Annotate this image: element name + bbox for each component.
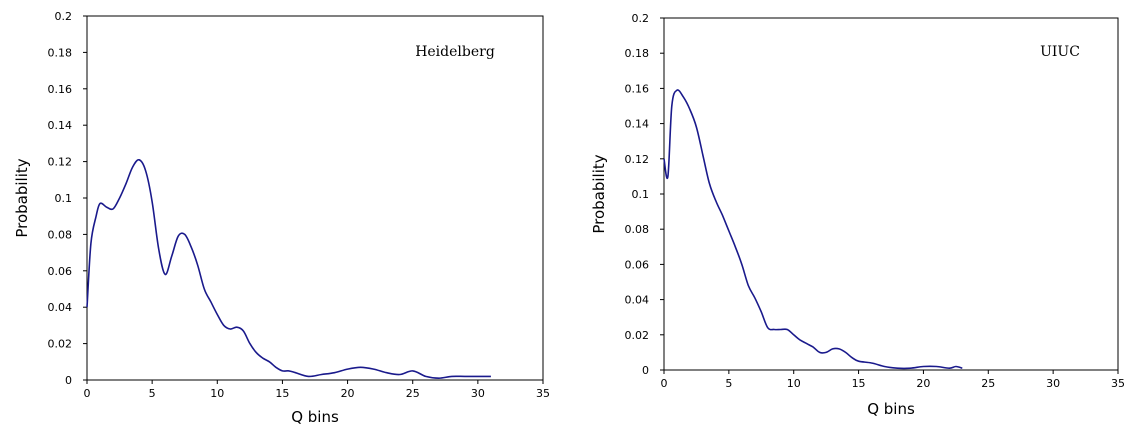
chart-panel-1: 0 5 10 15 20 25 30 35 0 0.02 0.04 0.06 0.08 0.1 0.12 0.… (13, 10, 550, 426)
y-tick-label: 0.06 (625, 258, 650, 271)
y-tick-label: 0.2 (55, 10, 73, 23)
y-tick-label: 0 (65, 374, 72, 387)
y-axis-label: Probability (13, 158, 31, 237)
x-tick-label: 30 (471, 387, 485, 400)
x-tick-label: 0 (661, 377, 668, 390)
panel-annotation: UIUC (1040, 44, 1080, 60)
series-line (86, 158, 491, 380)
x-tick-label: 5 (149, 387, 156, 400)
y-tick-label: 0.18 (48, 46, 73, 59)
y-tick-label: 0.04 (625, 294, 650, 307)
x-tick-label: 20 (341, 387, 355, 400)
y-tick-label: 0.04 (48, 301, 73, 314)
panel-annotation: Heidelberg (415, 44, 495, 60)
x-axis-label: Q bins (867, 400, 915, 418)
y-tick-label: 0.16 (48, 83, 73, 96)
x-tick-label: 25 (406, 387, 420, 400)
y-tick-label: 0.1 (632, 188, 650, 201)
x-tick-label: 10 (787, 377, 801, 390)
y-tick-label: 0.18 (625, 47, 650, 60)
x-tick-label: 5 (725, 377, 732, 390)
x-tick-label: 15 (275, 387, 289, 400)
x-tick-label: 15 (852, 377, 866, 390)
y-tick-label: 0.08 (48, 228, 73, 241)
x-tick-label: 25 (981, 377, 995, 390)
y-tick-label: 0.02 (625, 329, 650, 342)
plot-frame (86, 15, 544, 381)
y-tick-label: 0.12 (48, 156, 73, 169)
y-tick-label: 0 (642, 364, 649, 377)
y-tick-label: 0.02 (48, 338, 73, 351)
x-tick-label: 35 (536, 387, 550, 400)
chart-panel-2: 0 5 10 15 20 25 30 35 0 0.02 0.04 0.06 0.08 0.1 0.12 0.… (590, 12, 1125, 418)
y-tick-label: 0.12 (625, 153, 650, 166)
x-tick-label: 30 (1046, 377, 1060, 390)
y-tick-label: 0.14 (48, 119, 73, 132)
x-tick-label: 20 (916, 377, 930, 390)
y-tick-label: 0.06 (48, 265, 73, 278)
plot-frame (663, 17, 1119, 371)
y-tick-label: 0.08 (625, 223, 650, 236)
x-axis-label: Q bins (291, 408, 339, 426)
y-tick-label: 0.2 (632, 12, 650, 25)
x-tick-label: 10 (210, 387, 224, 400)
x-tick-label: 0 (84, 387, 91, 400)
series-line (663, 89, 963, 370)
y-tick-label: 0.14 (625, 118, 650, 131)
x-tick-label: 35 (1111, 377, 1125, 390)
y-tick-label: 0.16 (625, 82, 650, 95)
y-axis-label: Probability (590, 154, 608, 233)
y-tick-label: 0.1 (55, 192, 73, 205)
